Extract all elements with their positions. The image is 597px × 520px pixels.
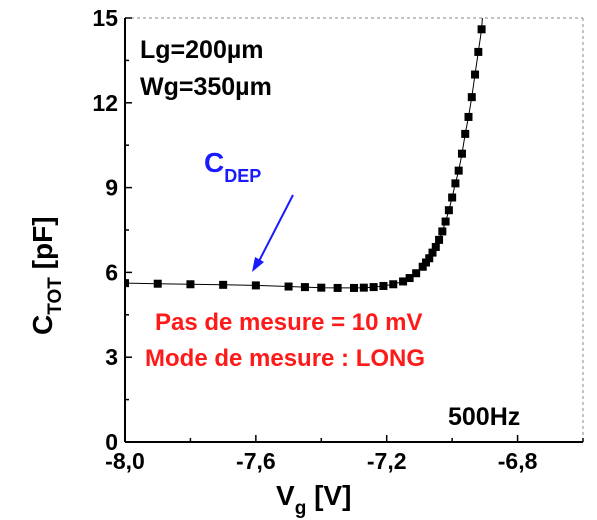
ticks: -8,0 -7,6 -7,2 -6,8 0 3 6 9 12 15 <box>92 5 584 474</box>
data-point <box>251 281 260 290</box>
y-tick-label: 15 <box>92 5 118 31</box>
y-axis-label-sub: TOT <box>45 277 66 315</box>
y-axis-label-unit: [pF] <box>27 216 58 277</box>
y-tick-label: 9 <box>105 175 118 201</box>
data-point <box>428 248 437 257</box>
data-point <box>425 254 434 263</box>
data-point <box>399 277 408 286</box>
data-point <box>300 283 309 292</box>
data-point <box>412 269 421 278</box>
cdep-arrow <box>252 194 294 272</box>
series-line <box>125 29 483 289</box>
data-point <box>317 283 326 292</box>
data-point <box>421 258 430 267</box>
data-point <box>451 179 460 188</box>
y-tick-label: 12 <box>92 90 118 116</box>
data-point <box>461 129 470 138</box>
data-point <box>444 206 453 215</box>
data-point <box>464 112 473 121</box>
data-point <box>431 242 440 251</box>
y-axis-label-main: C <box>27 315 58 335</box>
data-point <box>379 281 388 290</box>
data-point <box>284 282 293 291</box>
x-tick-label: -6,8 <box>498 448 538 474</box>
annotation-wg: Wg=350µm <box>140 73 272 101</box>
annotation-lg: Lg=200µm <box>140 36 264 64</box>
data-point <box>467 93 476 102</box>
data-point <box>125 279 129 288</box>
data-point <box>153 279 162 288</box>
annotation-cdep-main: C <box>204 147 224 178</box>
data-point <box>435 235 444 244</box>
data-point <box>219 280 228 289</box>
data-point <box>454 166 463 175</box>
data-point <box>477 25 486 34</box>
y-tick-label: 6 <box>105 259 118 285</box>
y-tick-label: 3 <box>105 344 118 370</box>
data-point <box>457 149 466 158</box>
data-point <box>438 227 447 236</box>
series-line-extension <box>481 18 483 30</box>
annotation-mode: Mode de mesure : LONG <box>145 345 425 372</box>
data-point <box>405 274 414 283</box>
x-tick-label: -7,6 <box>236 448 276 474</box>
y-tick-label: 0 <box>105 429 118 455</box>
x-axis-label-unit: [V] <box>306 480 351 511</box>
x-tick-label: -7,2 <box>367 448 407 474</box>
x-axis-label: Vg [V] <box>276 480 351 519</box>
x-axis-label-main: V <box>276 480 295 511</box>
data-point <box>333 283 342 292</box>
data-point <box>418 262 427 271</box>
data-point <box>350 283 358 292</box>
annotation-pas: Pas de mesure = 10 mV <box>155 309 423 336</box>
data-series <box>125 18 486 292</box>
data-point <box>471 70 480 79</box>
data-point <box>186 280 195 289</box>
data-point <box>359 283 368 292</box>
data-point <box>369 283 378 292</box>
data-point <box>474 47 483 56</box>
y-axis-label: CTOT [pF] <box>27 216 66 335</box>
data-point <box>448 193 457 202</box>
data-point <box>389 280 398 289</box>
x-axis-label-sub: g <box>295 498 307 519</box>
annotation-cdep-sub: DEP <box>224 166 261 186</box>
annotation-frequency: 500Hz <box>448 403 520 431</box>
x-tick-label: -8,0 <box>105 448 145 474</box>
annotation-cdep: CDEP <box>204 147 261 186</box>
data-point <box>441 217 450 226</box>
